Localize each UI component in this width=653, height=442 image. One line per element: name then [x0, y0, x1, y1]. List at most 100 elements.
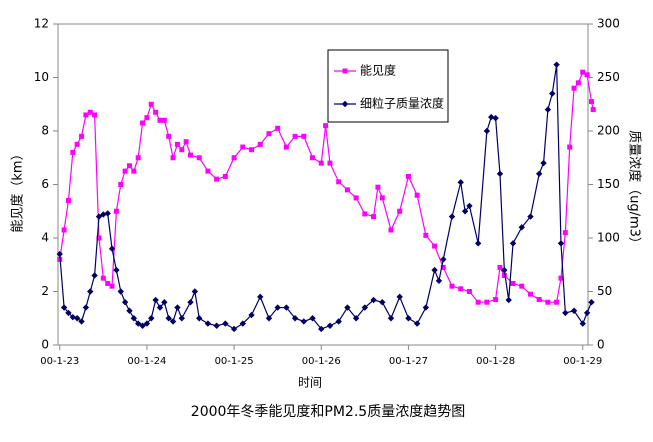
marker [505, 296, 512, 304]
marker [92, 112, 98, 118]
marker [580, 69, 586, 75]
marker [583, 309, 591, 317]
marker [275, 125, 281, 131]
x-tick-label: 00-1-28 [476, 356, 515, 367]
marker [196, 155, 202, 161]
marker [590, 107, 596, 113]
marker [191, 288, 199, 295]
marker [440, 264, 446, 270]
marker [397, 208, 403, 214]
marker [196, 315, 203, 322]
marker [117, 288, 124, 295]
marker [588, 99, 594, 105]
marker [353, 195, 359, 201]
marker [161, 117, 167, 123]
marker [466, 289, 472, 294]
marker [100, 275, 106, 281]
marker [82, 304, 90, 311]
marker [422, 304, 430, 311]
marker [458, 286, 464, 292]
marker [352, 315, 360, 322]
marker [135, 155, 141, 161]
marker [56, 250, 63, 258]
y-tick-label: 2 [41, 284, 49, 298]
y2-tick-label: 300 [597, 17, 620, 31]
marker [174, 304, 181, 311]
y-tick-label: 12 [34, 17, 49, 31]
marker [562, 230, 568, 236]
marker [131, 168, 137, 174]
marker [60, 304, 68, 311]
marker [535, 170, 543, 177]
marker [326, 322, 334, 329]
marker [283, 144, 289, 150]
marker [95, 213, 103, 220]
marker [87, 288, 94, 295]
marker [396, 293, 403, 301]
marker [183, 139, 189, 145]
marker [545, 299, 551, 305]
marker [362, 211, 368, 217]
marker [61, 227, 67, 233]
marker [87, 109, 93, 115]
x-tick-label: 00-1-25 [215, 356, 254, 367]
x-tick-label: 00-1-23 [40, 356, 79, 367]
marker [553, 61, 560, 68]
marker [292, 133, 298, 139]
marker [501, 266, 508, 274]
marker [134, 320, 142, 327]
y-tick-label: 6 [41, 177, 49, 191]
marker [540, 159, 547, 167]
marker [222, 173, 228, 179]
marker [344, 304, 351, 311]
marker [549, 90, 556, 97]
marker [335, 318, 342, 325]
marker [361, 304, 369, 311]
marker [169, 318, 177, 325]
marker [588, 299, 595, 306]
marker [567, 144, 573, 150]
marker [109, 283, 115, 289]
marker [257, 293, 264, 301]
marker [139, 322, 146, 329]
marker [448, 213, 456, 220]
marker [558, 275, 564, 281]
marker [496, 170, 504, 177]
marker [449, 283, 455, 289]
marker [327, 160, 333, 166]
marker [157, 117, 163, 123]
marker [165, 315, 172, 322]
marker [309, 315, 316, 322]
marker [257, 141, 263, 147]
marker [527, 291, 533, 297]
marker [475, 299, 481, 305]
chart-title: 2000年冬季能见度和PM2.5质量浓度趋势图 [191, 404, 465, 420]
marker [205, 168, 211, 174]
marker [509, 240, 517, 247]
marker [126, 307, 133, 314]
marker [204, 320, 212, 327]
marker [187, 299, 194, 306]
marker [113, 266, 120, 274]
marker [554, 299, 560, 305]
marker [501, 272, 507, 278]
marker [108, 245, 116, 252]
y-axis-label: 能见度（km） [10, 147, 26, 232]
marker [536, 297, 542, 303]
marker [153, 109, 159, 115]
marker [527, 213, 534, 220]
marker [239, 320, 247, 327]
series-line [59, 64, 593, 330]
marker [170, 155, 176, 161]
marker [69, 313, 77, 321]
marker [214, 176, 220, 182]
marker [266, 131, 272, 137]
marker [283, 304, 290, 311]
marker [188, 152, 193, 158]
marker [301, 133, 307, 139]
marker [461, 208, 469, 215]
marker [166, 133, 172, 139]
marker [405, 315, 412, 322]
marker [174, 141, 180, 147]
